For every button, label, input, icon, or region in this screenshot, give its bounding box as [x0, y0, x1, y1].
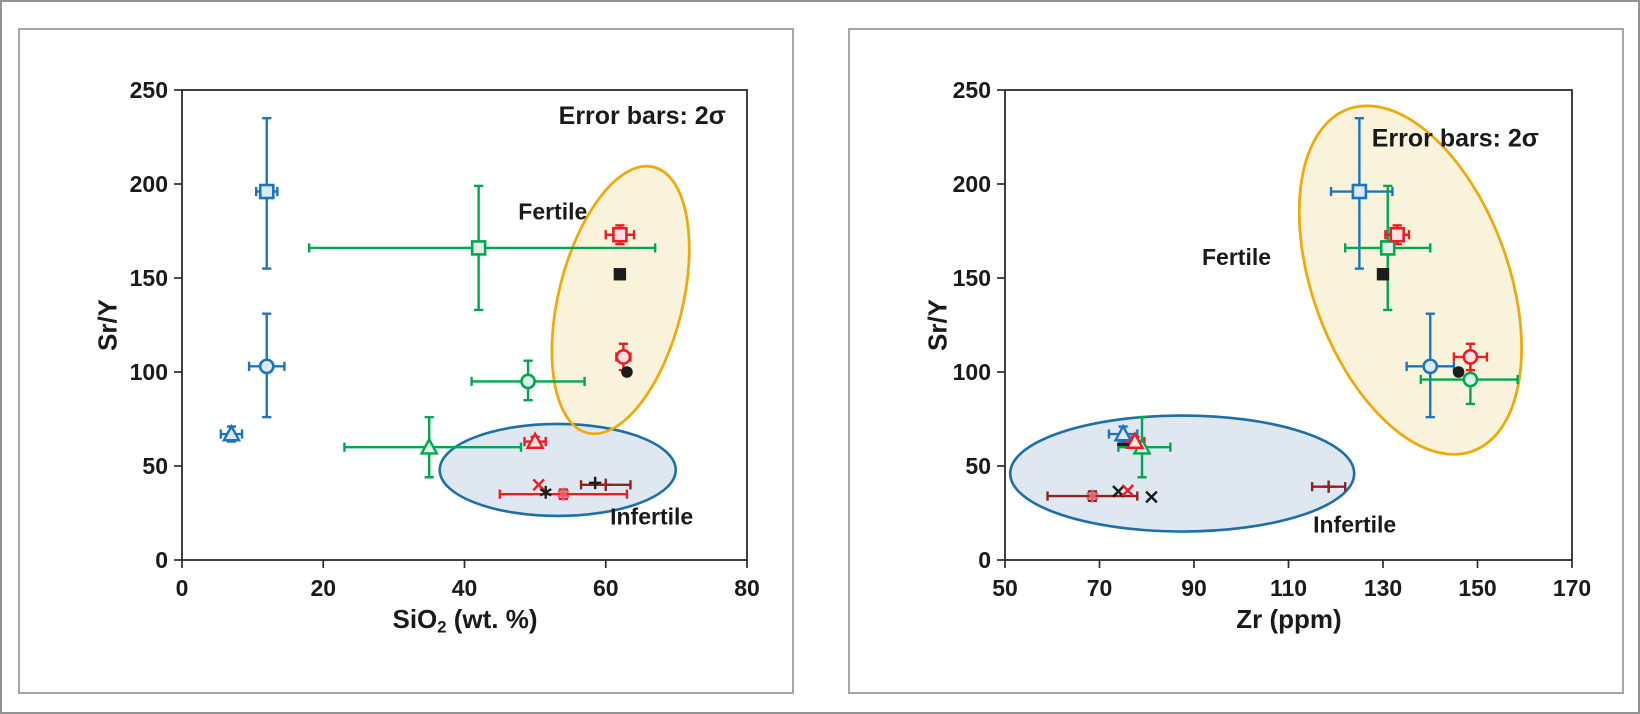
- marker-asterisk-pink: [557, 487, 570, 501]
- x-axis-title: Zr (ppm): [1236, 604, 1341, 638]
- marker-triangle-open-red: [525, 431, 545, 449]
- marker-circle-open-red: [615, 349, 632, 365]
- annotation-error-bars-2-: Error bars: 2σ: [559, 102, 726, 130]
- x-tick-label: 40: [452, 575, 478, 601]
- y-tick-label: 150: [130, 265, 168, 291]
- x-tick-label: 0: [176, 575, 189, 601]
- y-tick-label: 100: [130, 359, 168, 385]
- annotation-infertile: Infertile: [1313, 512, 1396, 538]
- marker-triangle-open-green: [419, 436, 439, 455]
- x-tick-label: 50: [992, 575, 1018, 601]
- y-tick-label: 150: [953, 265, 991, 291]
- x-axis-title: SiO2 (wt. %): [392, 604, 537, 638]
- marker-square-open-red: [1389, 226, 1405, 243]
- x-tick-label: 110: [1270, 575, 1307, 601]
- y-tick-label: 200: [130, 171, 168, 197]
- marker-triangle-open-red: [1125, 431, 1145, 449]
- x-axis-title-subscript: 2: [437, 617, 447, 637]
- infertile-ellipse: [438, 422, 678, 518]
- fertile-ellipse-outline: [550, 164, 691, 436]
- marker-square-open-blue: [258, 183, 275, 200]
- marker-plus-maroon: [1322, 480, 1335, 493]
- annotation-error-bars-2-: Error bars: 2σ: [1372, 124, 1539, 152]
- x-axis-title-rest: (ppm): [1262, 604, 1342, 634]
- marker-asterisk-black: [539, 485, 552, 499]
- x-tick-label: 150: [1458, 575, 1496, 601]
- marker-square-filled-black: [613, 268, 627, 281]
- marker-circle-open-blue: [1422, 358, 1439, 375]
- marker-triangle-open-blue: [221, 423, 242, 442]
- y-axis-title: Sr/Y: [922, 298, 953, 352]
- marker-circle-open-blue: [258, 358, 275, 375]
- y-tick-label: 100: [953, 359, 991, 385]
- x-tick-label: 80: [734, 575, 760, 601]
- y-tick-label: 50: [142, 453, 168, 479]
- x-tick-label: 60: [593, 575, 619, 601]
- marker-square-filled-black: [1376, 268, 1390, 281]
- x-tick-label: 130: [1364, 575, 1402, 601]
- marker-circle-open-green: [520, 373, 536, 390]
- marker-circle-open-green: [1462, 371, 1479, 388]
- x-tick-label: 70: [1087, 575, 1113, 601]
- y-tick-label: 250: [130, 77, 168, 103]
- left-chart-canvas: 0 20 40 60 80 0 50 100 150 200 250 Error bars: 2σ Fe…: [130, 77, 760, 601]
- x-axis-title-base: Zr: [1236, 604, 1263, 634]
- marker-circle-filled-black: [621, 366, 633, 378]
- marker-asterisk-pink: [1086, 489, 1099, 503]
- y-tick-label: 0: [978, 547, 991, 573]
- marker-triangle-open-blue: [1113, 423, 1133, 442]
- x-tick-label: 90: [1181, 575, 1207, 601]
- marker-plus-maroon: [599, 478, 612, 491]
- marker-square-open-red: [612, 226, 628, 243]
- marker-x-black: [1145, 490, 1158, 504]
- y-axis-title: Sr/Y: [92, 298, 123, 352]
- marker-circle-filled-black: [1452, 366, 1465, 378]
- marker-circle-open-red: [1462, 349, 1479, 365]
- annotation-fertile: Fertile: [1202, 244, 1271, 270]
- right-chart-panel: 50 70 90 110 130 150 170 0 50 100 150 200 250 Error b…: [848, 28, 1624, 694]
- fertile-ellipse-outline: [1297, 104, 1523, 456]
- marker-square-open-green: [470, 240, 487, 256]
- annotation-fertile: Fertile: [518, 199, 587, 225]
- marker-plus-black: [588, 476, 602, 490]
- infertile-ellipse: [1008, 414, 1356, 533]
- y-tick-label: 0: [155, 547, 168, 573]
- x-tick-label: 20: [310, 575, 336, 601]
- fertile-ellipse: [550, 164, 691, 436]
- left-chart-panel: 0 20 40 60 80 0 50 100 150 200 250 Error bars: 2σ Fe…: [18, 28, 794, 694]
- annotation-infertile: Infertile: [610, 503, 693, 529]
- y-tick-label: 250: [953, 77, 991, 103]
- x-axis-title-rest: (wt. %): [446, 604, 538, 634]
- marker-square-open-blue: [1351, 183, 1368, 200]
- marker-x-red: [1121, 484, 1135, 497]
- y-tick-label: 50: [965, 453, 991, 479]
- marker-x-red: [532, 478, 545, 492]
- x-axis-title-base: SiO: [392, 604, 438, 634]
- x-tick-label: 170: [1553, 575, 1591, 601]
- y-tick-label: 200: [953, 171, 991, 197]
- marker-square-open-green: [1379, 240, 1396, 256]
